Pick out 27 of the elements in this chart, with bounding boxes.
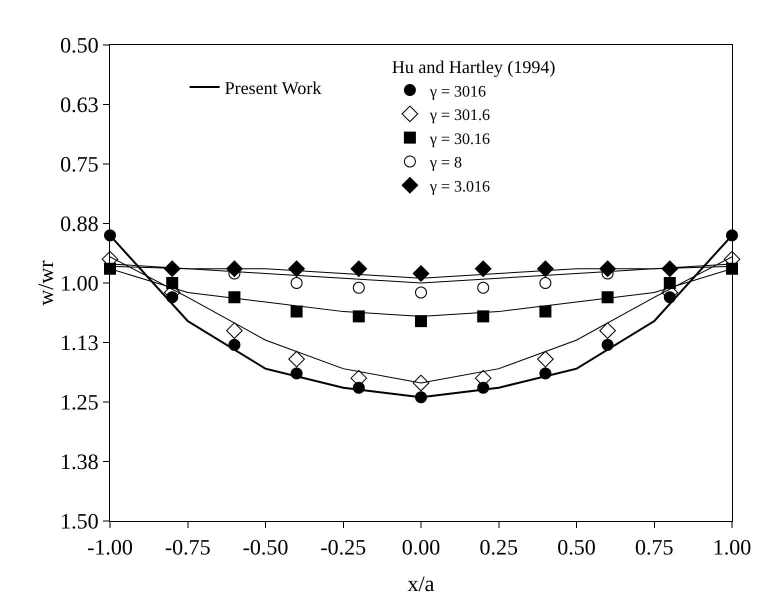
x-tick-label: 0.00 <box>402 534 440 560</box>
x-tick-label: 0.75 <box>635 534 674 560</box>
x-tick-label: -1.00 <box>87 534 133 560</box>
legend-label: γ = 30.16 <box>428 130 490 148</box>
y-tick-label: 0.75 <box>60 152 99 177</box>
x-tick-label: 0.50 <box>557 534 596 560</box>
legend-label: γ = 301.6 <box>428 107 490 124</box>
x-tick-label: 1.00 <box>712 534 752 560</box>
x-axis-title: x/a <box>408 571 435 596</box>
y-tick-label: 1.00 <box>60 270 99 296</box>
legend-label: γ = 8 <box>428 154 462 172</box>
x-tick-label: -0.25 <box>320 534 366 560</box>
y-tick-label: 1.25 <box>60 390 99 415</box>
legend-label: γ = 3016 <box>428 83 486 100</box>
legend-label: Present Work <box>224 78 322 98</box>
y-tick-label: 0.88 <box>60 211 99 236</box>
y-tick-label: 1.38 <box>60 449 99 474</box>
y-tick-label: 1.13 <box>60 330 99 356</box>
y-tick-label: 0.50 <box>60 32 99 58</box>
x-tick-label: 0.25 <box>480 534 518 560</box>
x-tick-label: -0.75 <box>164 534 211 560</box>
legend-title: Hu and Hartley (1994) <box>392 57 556 78</box>
y-axis-title: w/wr <box>33 260 58 306</box>
x-tick-label: -0.50 <box>242 534 288 560</box>
y-tick-label: 1.50 <box>60 508 99 534</box>
y-tick-label: 0.63 <box>60 92 99 118</box>
legend-label: γ = 3.016 <box>428 178 490 196</box>
